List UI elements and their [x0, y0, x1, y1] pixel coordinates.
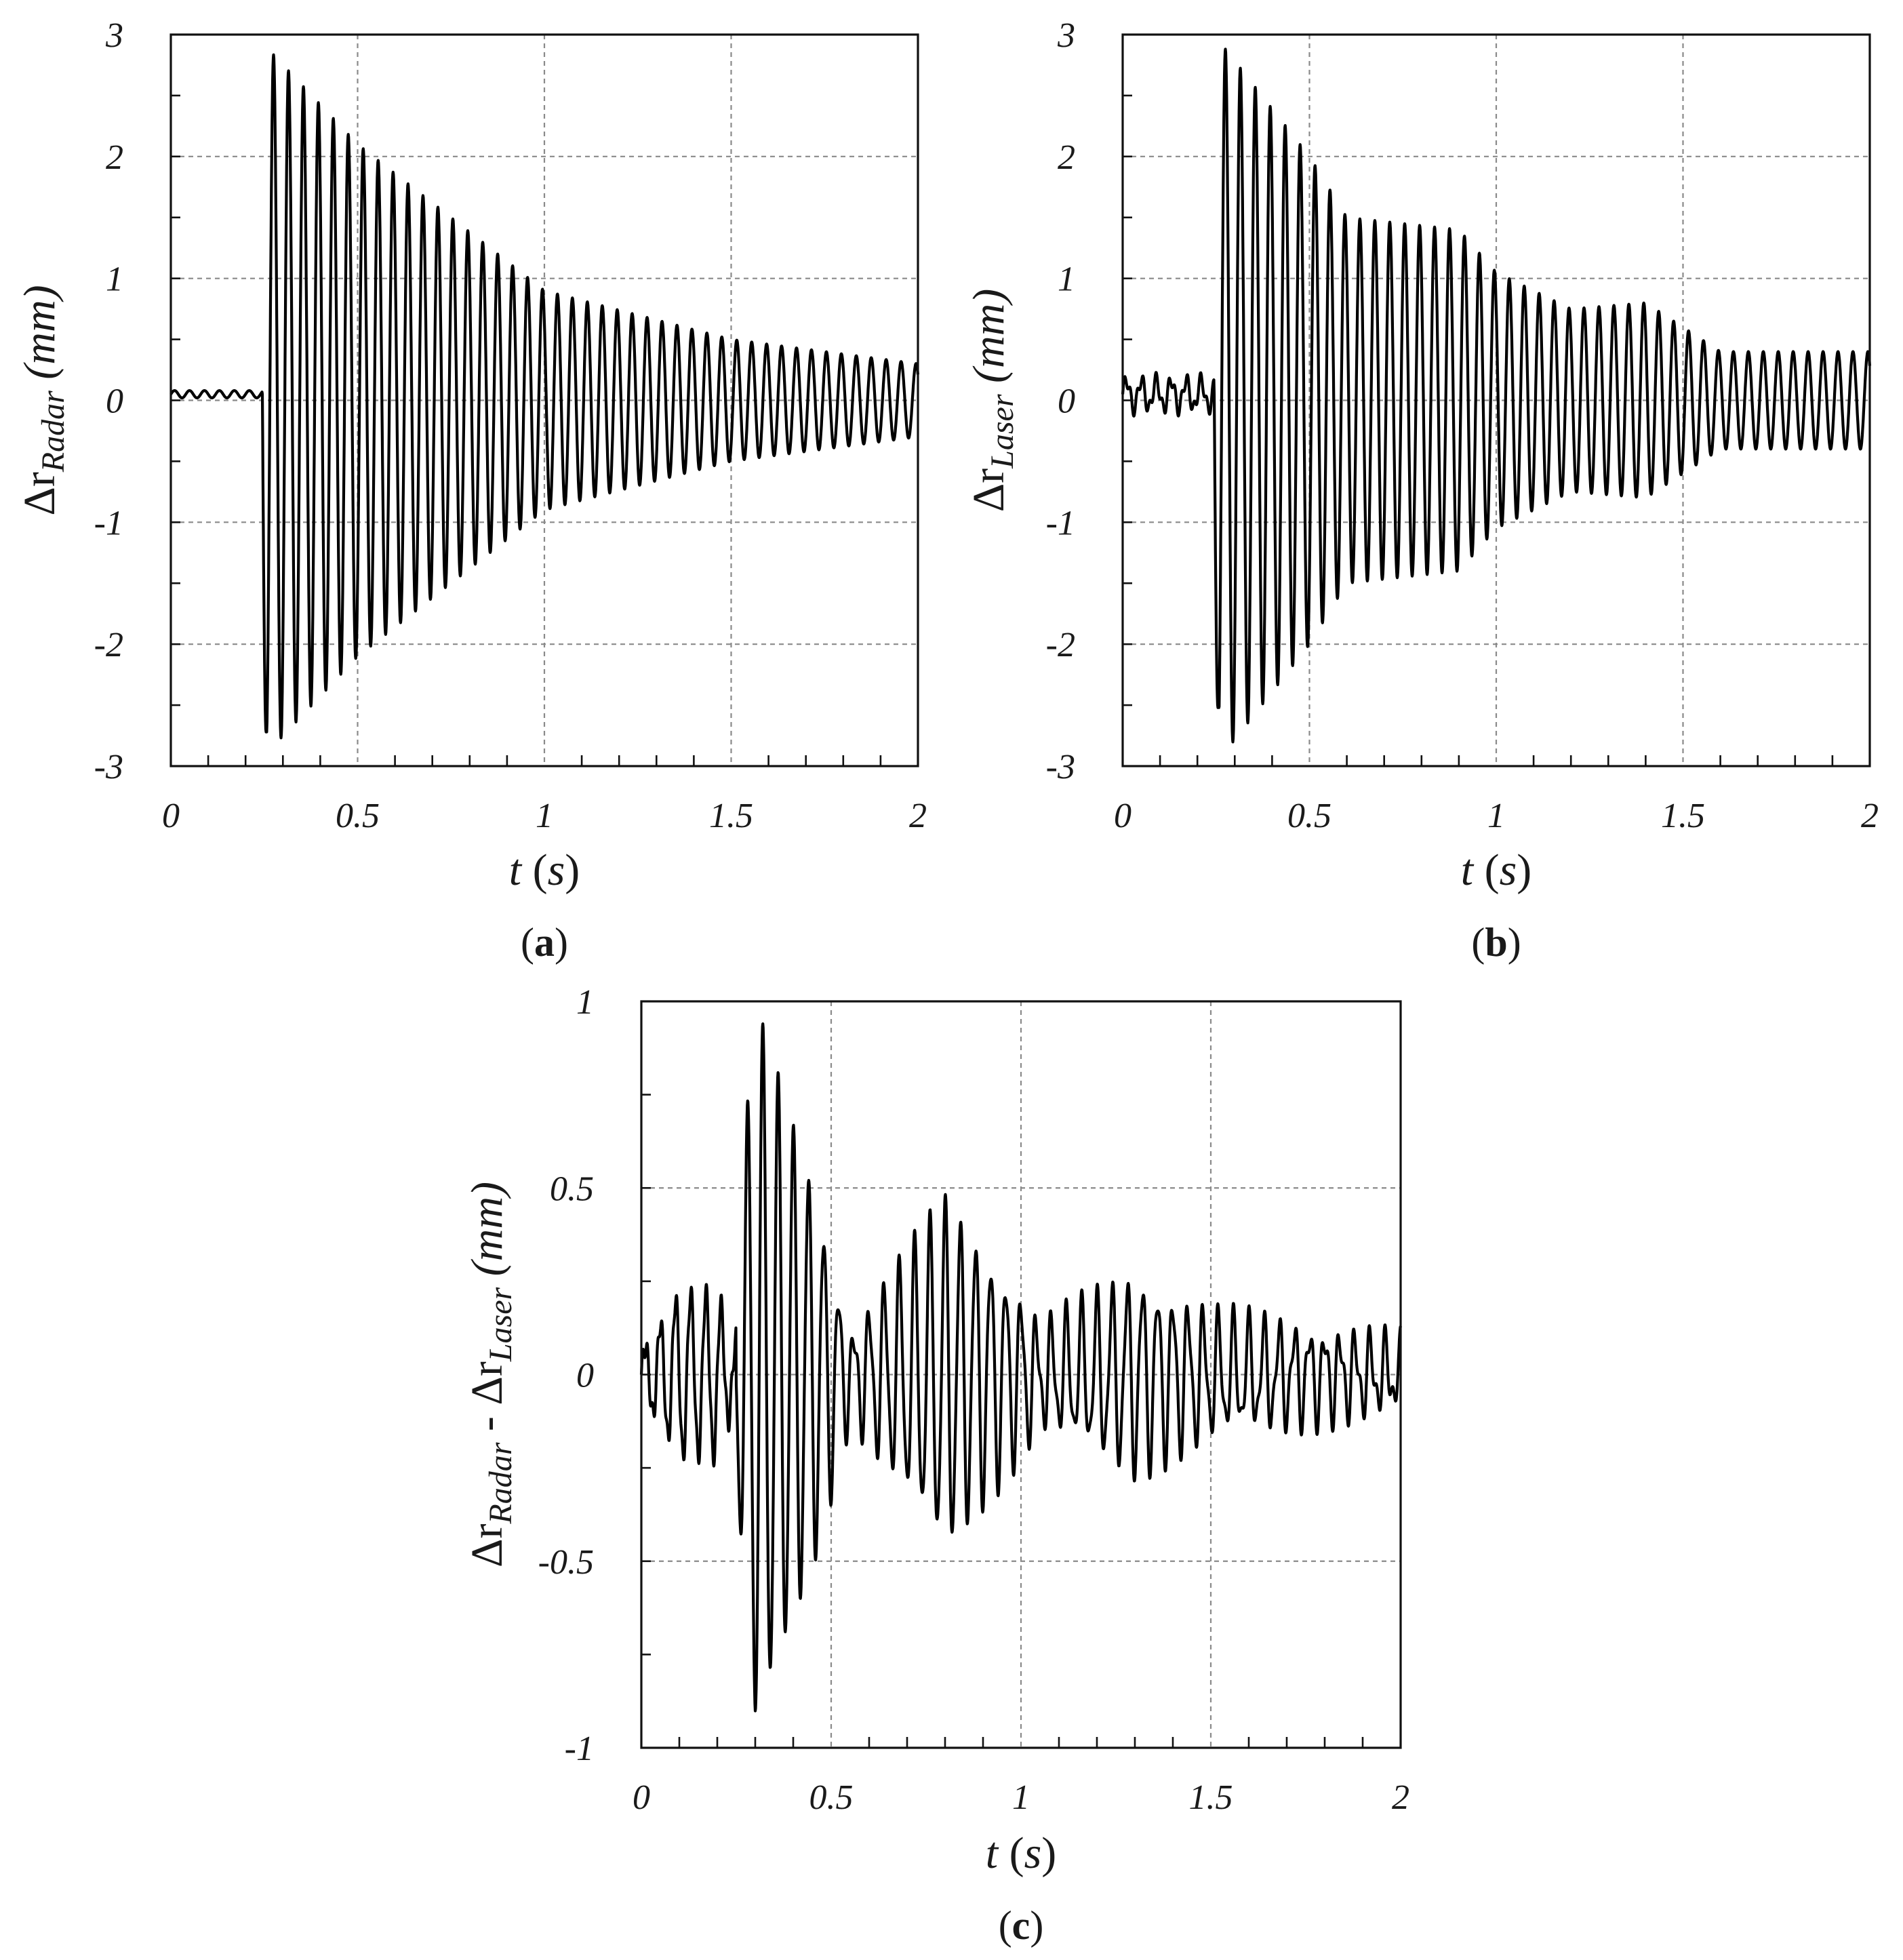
y-tick-label: -2: [94, 626, 123, 664]
ticks-b: [1123, 33, 1834, 767]
y-tick-label: -1: [94, 504, 123, 542]
tick-labels-a: 0 0.5 1 1.5 2 3 2 1 0 -1 -2 -3: [94, 16, 927, 835]
x-tick-label: 1: [536, 797, 553, 835]
y-tick-label: 2: [1058, 138, 1075, 177]
chart-panel-a: 0 0.5 1 1.5 2 3 2 1 0 -1 -2 -3 ΔrRadar (mm) t (s) (…: [15, 16, 927, 965]
x-tick-label: 1: [1012, 1778, 1030, 1817]
y-tick-label: 1: [1058, 260, 1075, 299]
y-tick-label: 0: [576, 1357, 594, 1395]
y-tick-label: 1: [106, 260, 123, 299]
x-tick-label: 2: [1861, 797, 1879, 835]
trace-laser: [1121, 47, 1872, 744]
y-axis-label-a: ΔrRadar (mm): [15, 285, 71, 515]
x-tick-label: 1.5: [709, 797, 753, 835]
y-tick-label: 3: [1057, 16, 1075, 55]
y-axis-label-b: ΔrLaser (mm): [964, 289, 1020, 513]
x-tick-label: 0: [633, 1778, 650, 1817]
panel-label-c: (c): [999, 1903, 1044, 1948]
panel-label-b: (b): [1471, 920, 1521, 965]
x-tick-label: 0.5: [1287, 797, 1331, 835]
y-tick-label: -3: [94, 748, 123, 786]
x-tick-label: 0.5: [336, 797, 380, 835]
trace-difference: [639, 1022, 1403, 1713]
ticks-c: [641, 1000, 1364, 1749]
y-tick-label: 2: [106, 138, 123, 177]
y-tick-label: 3: [105, 16, 123, 55]
tick-labels-c: 0 0.5 1 1.5 2 1 0.5 0 -0.5 -1: [538, 983, 1409, 1817]
x-axis-label-a: t (s): [509, 845, 580, 895]
y-axis-label-c: ΔrRadar - ΔrLaser (mm): [462, 1182, 519, 1567]
gridlines-c: [641, 1001, 1401, 1748]
gridlines-a: [171, 35, 918, 766]
x-axis-label-b: t (s): [1461, 845, 1532, 895]
y-tick-label: -1: [565, 1729, 594, 1768]
y-tick-label: -1: [1046, 504, 1075, 542]
chart-panel-c: 0 0.5 1 1.5 2 1 0.5 0 -0.5 -1 ΔrRadar - ΔrLaser (…: [462, 983, 1409, 1948]
y-tick-label: 0: [1058, 382, 1075, 421]
x-tick-label: 2: [1392, 1778, 1409, 1817]
y-tick-label: 0.5: [550, 1169, 594, 1208]
ticks-a: [171, 33, 882, 767]
x-tick-label: 1: [1487, 797, 1505, 835]
x-tick-label: 0: [162, 797, 180, 835]
x-tick-label: 1.5: [1189, 1778, 1233, 1817]
gridlines-b: [1123, 35, 1870, 766]
x-tick-label: 1.5: [1661, 797, 1705, 835]
chart-panel-b: 0 0.5 1 1.5 2 3 2 1 0 -1 -2 -3 ΔrLaser (mm) t (s) (…: [964, 16, 1879, 965]
x-tick-label: 0: [1114, 797, 1131, 835]
panel-label-a: (a): [521, 920, 568, 965]
x-tick-label: 2: [909, 797, 927, 835]
tick-labels-b: 0 0.5 1 1.5 2 3 2 1 0 -1 -2 -3: [1046, 16, 1879, 835]
y-tick-label: 1: [576, 983, 594, 1022]
y-tick-label: -0.5: [538, 1543, 594, 1582]
x-tick-label: 0.5: [809, 1778, 854, 1817]
y-tick-label: -2: [1046, 626, 1075, 664]
y-tick-label: -3: [1046, 748, 1075, 786]
y-tick-label: 0: [106, 382, 123, 421]
trace-radar: [169, 53, 920, 740]
x-axis-label-c: t (s): [986, 1828, 1057, 1878]
